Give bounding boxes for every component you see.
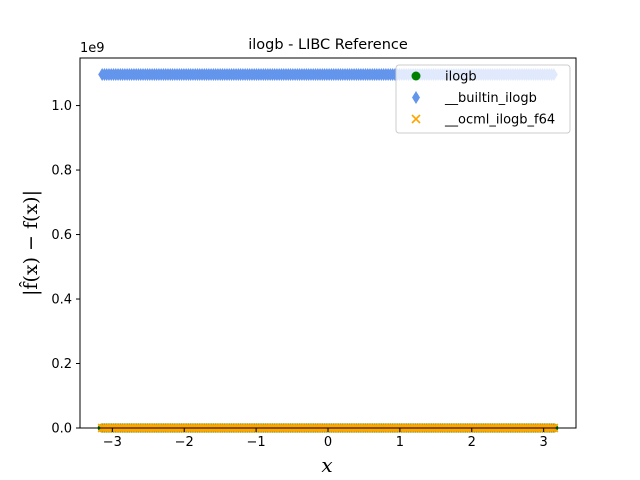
x-tick-label: 1 (396, 435, 404, 450)
x-tick-label: 2 (468, 435, 476, 450)
legend-label: __builtin_ilogb (444, 91, 537, 106)
x-tick-label: 0 (324, 435, 332, 450)
legend-marker (411, 71, 421, 81)
y-tick-label: 0.0 (51, 422, 72, 437)
legend-entry: __builtin_ilogb (412, 91, 537, 106)
legend-label: __ocml_ilogb_f64 (444, 113, 555, 128)
legend-box (395, 64, 571, 134)
legend-label: ilogb (445, 70, 477, 85)
x-tick-label: −1 (247, 435, 266, 450)
x-axis: −3 −2 −1 0 1 2 3 (103, 428, 548, 450)
x-axis-label: x (321, 453, 332, 477)
x-tick-label: 3 (540, 435, 548, 450)
x-tick-label: −3 (103, 435, 122, 450)
legend-entry: ilogb (411, 70, 477, 85)
legend: ilogb __builtin_ilogb __ocml_ilogb_f64 (395, 64, 571, 134)
y-tick-label: 0.4 (51, 293, 72, 308)
y-tick-label: 0.2 (51, 357, 72, 372)
y-tick-label: 0.8 (51, 164, 72, 179)
legend-marker (411, 114, 421, 124)
x-tick-label: −2 (175, 435, 194, 450)
y-axis-label: |f̂(x) − f(x)| (19, 190, 42, 296)
legend-entries: ilogb __builtin_ilogb __ocml_ilogb_f64 (411, 70, 555, 128)
y-tick-label: 0.6 (51, 228, 72, 243)
legend-marker (412, 91, 420, 104)
y-axis: 0.0 0.2 0.4 0.6 0.8 1.0 (51, 99, 80, 437)
chart-title: ilogb - LIBC Reference (248, 37, 408, 53)
y-tick-label: 1.0 (51, 99, 72, 114)
legend-entry: __ocml_ilogb_f64 (411, 113, 555, 128)
y-axis-exponent: 1e9 (80, 41, 105, 56)
